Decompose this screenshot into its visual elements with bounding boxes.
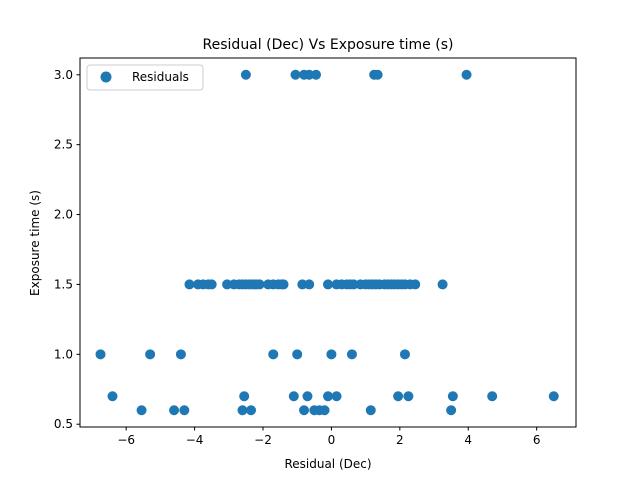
- data-point: [184, 279, 195, 290]
- data-point: [403, 391, 414, 402]
- data-point: [461, 69, 472, 80]
- x-tick-label: 6: [533, 433, 541, 447]
- y-tick-label: 1.0: [54, 347, 73, 361]
- data-point: [372, 69, 383, 80]
- data-point: [326, 349, 337, 360]
- y-tick-label: 2.5: [54, 138, 73, 152]
- data-point: [437, 279, 448, 290]
- data-point: [136, 405, 147, 416]
- data-point: [299, 405, 310, 416]
- y-tick-label: 2.0: [54, 208, 73, 222]
- x-axis-label: Residual (Dec): [284, 457, 371, 471]
- plot-area: [79, 57, 577, 428]
- data-point: [319, 405, 330, 416]
- x-tick-label: −4: [186, 433, 204, 447]
- legend: Residuals: [86, 64, 204, 91]
- data-point: [447, 391, 458, 402]
- data-point: [548, 391, 559, 402]
- legend-label: Residuals: [132, 70, 189, 84]
- chart-title: Residual (Dec) Vs Exposure time (s): [203, 37, 454, 53]
- data-point: [302, 391, 313, 402]
- data-points: [95, 69, 559, 416]
- data-point: [145, 349, 156, 360]
- data-point: [237, 405, 248, 416]
- data-point: [222, 279, 233, 290]
- data-point: [304, 279, 315, 290]
- y-tick-label: 3.0: [54, 68, 73, 82]
- data-point: [278, 279, 289, 290]
- data-point: [304, 69, 315, 80]
- data-point: [175, 349, 186, 360]
- data-point: [446, 405, 457, 416]
- data-point: [239, 391, 250, 402]
- data-point: [487, 391, 498, 402]
- data-point: [206, 279, 217, 290]
- y-axis-label: Exposure time (s): [28, 190, 42, 296]
- x-tick-label: 2: [396, 433, 404, 447]
- data-point: [240, 69, 251, 80]
- data-point: [399, 349, 410, 360]
- axes-frame: [79, 57, 577, 428]
- data-point: [311, 69, 322, 80]
- y-axis: 0.5 1.0 1.5 2.0 2.5 3.0: [54, 68, 80, 431]
- data-point: [323, 391, 333, 402]
- data-point: [410, 279, 421, 290]
- data-point: [393, 391, 404, 402]
- data-point: [297, 279, 308, 290]
- data-point: [268, 349, 279, 360]
- data-point: [346, 349, 357, 360]
- data-point: [169, 405, 180, 416]
- x-tick-label: −2: [254, 433, 272, 447]
- data-point: [107, 391, 118, 402]
- x-axis: −6 −4 −2 0 2 4 6: [117, 427, 540, 447]
- data-point: [323, 279, 333, 290]
- data-point: [254, 279, 265, 290]
- data-point: [292, 349, 303, 360]
- data-point: [290, 69, 301, 80]
- data-point: [365, 405, 376, 416]
- legend-box: [86, 64, 204, 91]
- data-point: [331, 391, 342, 402]
- legend-marker: [100, 71, 112, 83]
- x-tick-label: −6: [117, 433, 135, 447]
- y-tick-label: 1.5: [54, 277, 73, 291]
- data-point: [246, 405, 257, 416]
- data-point: [95, 349, 106, 360]
- data-point: [348, 279, 359, 290]
- x-tick-label: 0: [328, 433, 336, 447]
- x-tick-label: 4: [464, 433, 472, 447]
- data-point: [179, 405, 190, 416]
- data-point: [288, 391, 299, 402]
- y-tick-label: 0.5: [54, 417, 73, 431]
